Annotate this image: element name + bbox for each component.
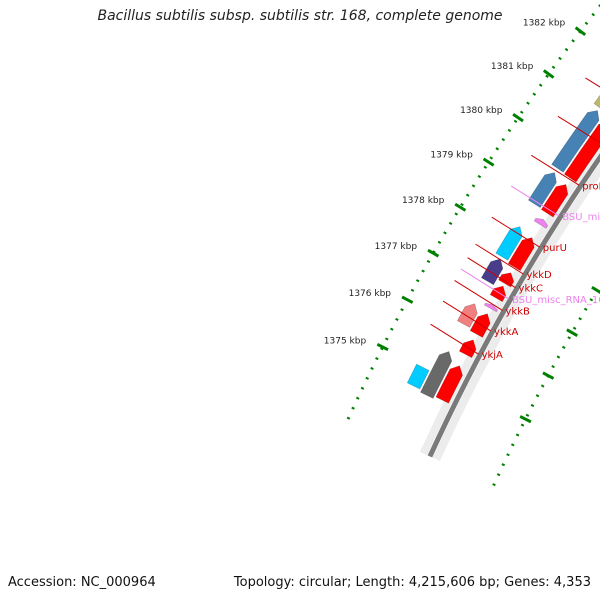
feature-arrow[interactable]: [420, 351, 453, 399]
tick-mark-inner: [519, 415, 532, 424]
tick-mark-inner: [591, 285, 600, 294]
tick-label: 1378 kbp: [402, 196, 445, 206]
feature-arrow[interactable]: [435, 365, 463, 404]
label-leader-line: [557, 115, 600, 144]
genome-title: Bacillus subtilis subsp. subtilis str. 1…: [97, 8, 503, 24]
topology-summary: Topology: circular; Length: 4,215,606 bp…: [233, 575, 591, 590]
tick-label: 1379 kbp: [430, 150, 473, 160]
feature-arrow[interactable]: [533, 217, 549, 229]
tick-label: 1375 kbp: [324, 337, 367, 347]
gene-label[interactable]: BSU_misc_RNA_16: [512, 295, 600, 306]
label-leader-line: [510, 185, 560, 217]
label-leader-line: [475, 243, 524, 275]
label-leader-line: [491, 216, 541, 248]
label-leader-line: [460, 268, 510, 300]
tick-mark: [574, 26, 587, 37]
genome-backbone: [427, 153, 600, 458]
tick-label: 1381 kbp: [491, 62, 534, 72]
tick-label: 1376 kbp: [349, 289, 392, 299]
feature-arrow[interactable]: [563, 122, 600, 183]
feature-arrow[interactable]: [483, 302, 498, 313]
feature-arrow[interactable]: [480, 258, 504, 286]
feature-arrow[interactable]: [527, 172, 557, 209]
tick-mark: [401, 295, 414, 304]
tick-label: 1377 kbp: [375, 242, 418, 252]
tick-label: 1380 kbp: [460, 106, 503, 116]
label-leader-line: [467, 257, 516, 289]
gene-label[interactable]: ykkB: [506, 306, 531, 317]
label-leader-line: [585, 77, 600, 88]
label-leader-line: [454, 280, 503, 311]
gene-label[interactable]: BSU_misc_RNA_17: [562, 212, 600, 223]
tick-mark: [427, 248, 440, 258]
tick-label: 1382 kbp: [523, 19, 566, 29]
tick-mark: [542, 69, 555, 79]
accession-text: Accession: NC_000964: [8, 575, 156, 590]
feature-arrow[interactable]: [495, 226, 523, 261]
tick-mark: [512, 113, 524, 123]
gene-label[interactable]: proB: [582, 181, 600, 192]
label-leader-line: [442, 300, 492, 332]
feature-arrow[interactable]: [593, 94, 600, 112]
label-leader-line: [531, 154, 580, 186]
feature-arrow[interactable]: [469, 313, 491, 338]
feature-arrow[interactable]: [456, 303, 478, 328]
label-leader-line: [430, 323, 479, 355]
tick-mark: [376, 342, 389, 352]
gene-label[interactable]: ykkC: [519, 284, 544, 295]
gene-label[interactable]: ykkA: [494, 327, 518, 338]
feature-arrow[interactable]: [406, 363, 430, 390]
gene-label[interactable]: ykjA: [482, 350, 503, 361]
tick-mark: [482, 157, 495, 167]
tick-mark-inner: [566, 328, 579, 337]
feature-arrow[interactable]: [551, 110, 600, 173]
tick-mark-inner: [542, 371, 555, 380]
backbone-inner-band: [432, 162, 600, 462]
tick-layer: 1375 kbp 1376 kbp 1377 kbp 1378 kbp 1379 kbp…: [324, 3, 600, 487]
tick-mark: [454, 202, 467, 212]
gene-label[interactable]: purU: [543, 243, 567, 254]
gene-label[interactable]: ykkD: [527, 270, 553, 281]
